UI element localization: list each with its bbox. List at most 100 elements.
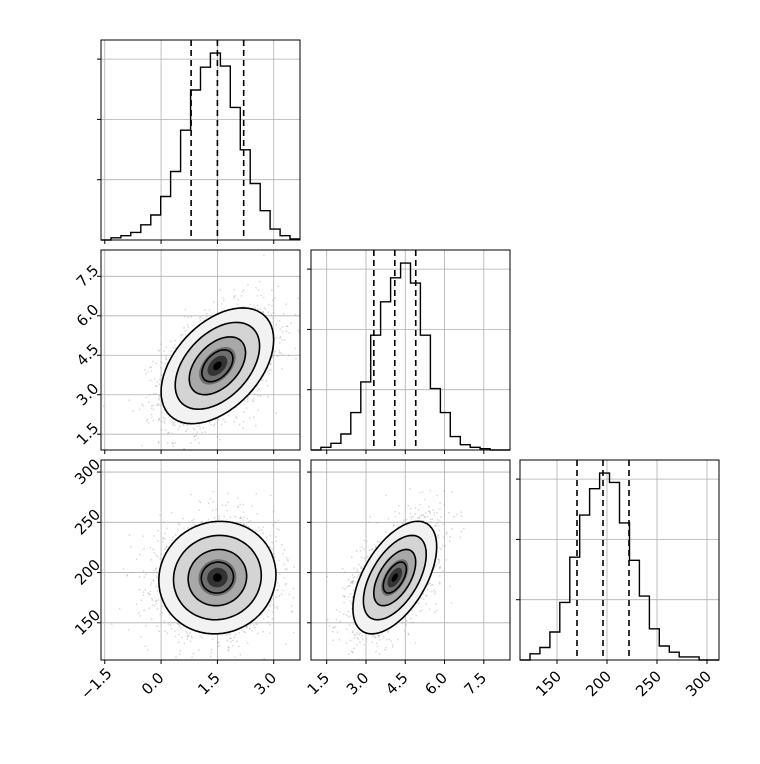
scatter-point (272, 598, 274, 600)
scatter-point (165, 429, 167, 431)
scatter-point (237, 303, 239, 305)
scatter-point (164, 533, 166, 535)
scatter-point (159, 558, 161, 560)
scatter-point (282, 553, 284, 555)
scatter-point (221, 303, 223, 305)
scatter-point (153, 535, 155, 537)
scatter-point (151, 417, 153, 419)
scatter-point (221, 504, 223, 506)
scatter-point (224, 421, 226, 423)
scatter-point (267, 371, 269, 373)
scatter-point (275, 412, 277, 414)
scatter-point (132, 410, 134, 412)
scatter-point (159, 405, 161, 407)
scatter-point (282, 590, 284, 592)
scatter-point (171, 512, 173, 514)
scatter-point (205, 315, 207, 317)
scatter-point (194, 436, 196, 438)
scatter-point (155, 385, 157, 387)
scatter-point (160, 343, 162, 345)
scatter-point (162, 537, 164, 539)
scatter-point (271, 542, 273, 544)
scatter-point (186, 632, 188, 634)
scatter-point (247, 398, 249, 400)
scatter-point (258, 410, 260, 412)
scatter-point (275, 536, 277, 538)
scatter-point (410, 516, 412, 518)
scatter-point (273, 607, 275, 609)
scatter-point (266, 536, 268, 538)
scatter-point (179, 524, 181, 526)
scatter-point (378, 635, 380, 637)
scatter-point (263, 658, 265, 660)
scatter-point (200, 501, 202, 503)
scatter-point (193, 653, 195, 655)
scatter-point (247, 284, 249, 286)
scatter-point (197, 438, 199, 440)
scatter-point (242, 519, 244, 521)
scatter-point (183, 424, 185, 426)
scatter-point (171, 628, 173, 630)
scatter-point (129, 399, 131, 401)
scatter-point (270, 363, 272, 365)
scatter-point (175, 534, 177, 536)
scatter-point (164, 363, 166, 365)
scatter-point (212, 501, 214, 503)
scatter-point (198, 500, 200, 502)
scatter-point (418, 509, 420, 511)
scatter-point (288, 594, 290, 596)
scatter-point (155, 554, 157, 556)
scatter-point (129, 534, 131, 536)
scatter-point (143, 595, 145, 597)
scatter-point (202, 318, 204, 320)
scatter-point (199, 319, 201, 321)
scatter-point (243, 411, 245, 413)
scatter-point (189, 632, 191, 634)
scatter-point (159, 350, 161, 352)
scatter-point (214, 423, 216, 425)
scatter-point (240, 522, 242, 524)
scatter-point (217, 646, 219, 648)
scatter-point (152, 599, 154, 601)
scatter-point (144, 369, 146, 371)
scatter-point (277, 589, 279, 591)
scatter-point (172, 422, 174, 424)
scatter-point (166, 527, 168, 529)
scatter-point (260, 295, 262, 297)
histogram-step (311, 263, 510, 450)
scatter-point (217, 418, 219, 420)
scatter-point (255, 493, 257, 495)
scatter-point (140, 599, 142, 601)
scatter-point (201, 637, 203, 639)
scatter-point (286, 330, 288, 332)
scatter-point (183, 327, 185, 329)
scatter-point (143, 577, 145, 579)
scatter-point (258, 289, 260, 291)
scatter-point (434, 514, 436, 516)
scatter-point (278, 560, 280, 562)
scatter-point (385, 647, 387, 649)
scatter-point (172, 536, 174, 538)
scatter-point (186, 424, 188, 426)
scatter-point (184, 643, 186, 645)
scatter-point (177, 528, 179, 530)
scatter-point (160, 362, 162, 364)
scatter-point (141, 445, 143, 447)
scatter-point (126, 574, 128, 576)
scatter-point (158, 383, 160, 385)
scatter-point (259, 281, 261, 283)
scatter-point (439, 520, 441, 522)
joint-plot-area (101, 250, 300, 450)
scatter-point (161, 421, 163, 423)
scatter-point (263, 255, 265, 257)
scatter-point (351, 650, 353, 652)
scatter-point (362, 635, 364, 637)
scatter-point (247, 396, 249, 398)
scatter-point (271, 289, 273, 291)
scatter-point (148, 422, 150, 424)
scatter-point (149, 593, 151, 595)
scatter-point (158, 630, 160, 632)
scatter-point (229, 638, 231, 640)
scatter-point (269, 535, 271, 537)
scatter-point (253, 416, 255, 418)
